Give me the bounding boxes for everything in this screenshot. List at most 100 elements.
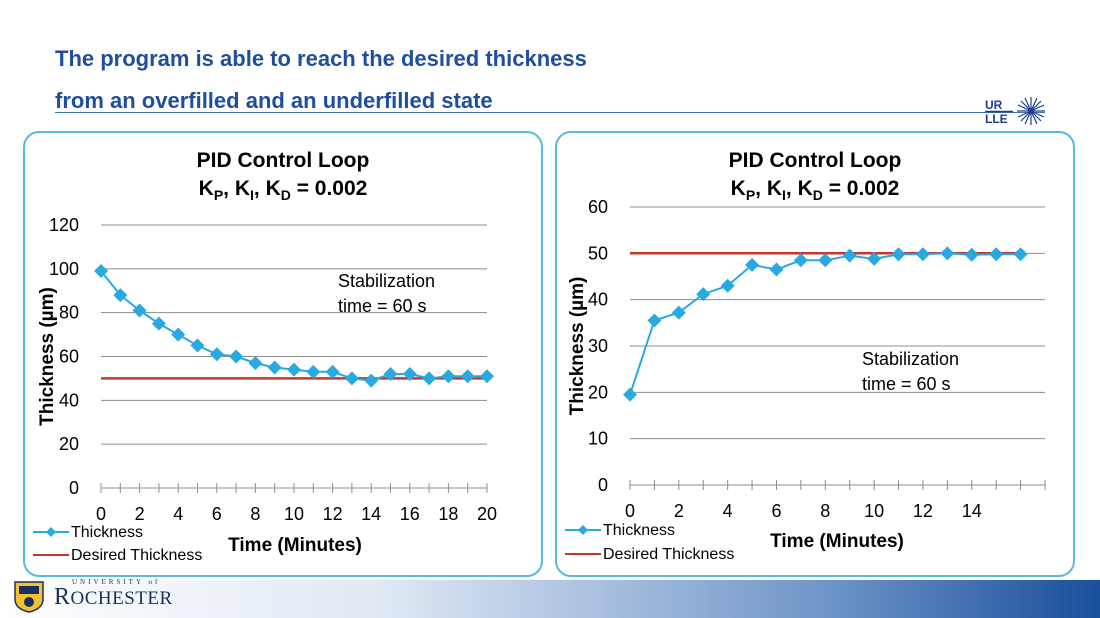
urlle-logo: UR LLE <box>985 97 1045 126</box>
thickness-point <box>989 247 1004 262</box>
thickness-point <box>94 264 108 279</box>
y-tick-label: 40 <box>588 290 608 310</box>
slide-title-line-2: from an overfilled and an underfilled st… <box>55 88 493 113</box>
x-axis-label: Time (Minutes) <box>770 531 904 552</box>
x-tick-label: 4 <box>723 501 733 521</box>
x-tick-label: 10 <box>864 501 884 521</box>
footer-university-label: UNIVERSITY of <box>72 578 161 586</box>
y-tick-label: 20 <box>59 434 79 454</box>
thickness-point <box>209 347 224 362</box>
x-axis-label: Time (Minutes) <box>228 535 362 556</box>
footer-band <box>0 580 1100 618</box>
chart-panel-overfilled: PID Control Loop KP, KI, KD = 0.002 0 20 40 6… <box>23 131 543 577</box>
x-tick-label: 20 <box>477 504 497 524</box>
thickness-point <box>306 364 321 379</box>
university-seal-icon <box>14 581 44 613</box>
y-tick-label: 0 <box>598 475 608 495</box>
thickness-point <box>696 287 711 302</box>
thickness-point <box>1013 247 1028 262</box>
thickness-point <box>441 369 456 384</box>
slide-title-line-1: The program is able to reach the desired… <box>55 46 587 71</box>
y-tick-label: 60 <box>588 197 608 217</box>
x-tick-label: 14 <box>361 504 381 524</box>
thickness-point <box>171 327 186 342</box>
thickness-point <box>647 313 662 328</box>
thickness-point <box>325 364 340 379</box>
x-tick-label: 10 <box>284 504 304 524</box>
thickness-point <box>818 253 833 268</box>
chart-panel-underfilled: PID Control Loop KP, KI, KD = 0.002 0 10 20 3… <box>555 131 1075 577</box>
x-tick-label: 6 <box>212 504 222 524</box>
thickness-point <box>151 316 166 331</box>
thickness-point <box>480 369 494 384</box>
thickness-point <box>940 246 955 261</box>
legend-marker <box>578 525 588 535</box>
stabilization-annotation: Stabilization <box>862 349 959 369</box>
y-tick-label: 120 <box>49 215 79 235</box>
x-tick-label: 8 <box>820 501 830 521</box>
x-tick-label: 0 <box>96 504 106 524</box>
legend-label: Thickness <box>71 524 143 541</box>
thickness-point <box>964 247 979 262</box>
legend-marker <box>46 527 56 537</box>
slide-title: The program is able to reach the desired… <box>55 38 587 122</box>
x-tick-label: 4 <box>173 504 183 524</box>
x-tick-label: 12 <box>323 504 343 524</box>
thickness-point <box>460 369 475 384</box>
thickness-line <box>629 252 1021 395</box>
thickness-point <box>344 371 359 386</box>
chart-title: PID Control Loop <box>729 149 902 172</box>
legend-label: Desired Thickness <box>603 546 734 563</box>
thickness-point <box>132 303 147 318</box>
stabilization-annotation: time = 60 s <box>338 296 427 316</box>
x-tick-label: 0 <box>625 501 635 521</box>
y-tick-label: 100 <box>49 259 79 279</box>
y-tick-label: 20 <box>588 382 608 402</box>
x-tick-label: 12 <box>913 501 933 521</box>
thickness-point <box>793 253 808 268</box>
thickness-point <box>267 360 282 375</box>
thickness-point <box>720 278 735 293</box>
thickness-point <box>113 288 128 303</box>
thickness-point <box>402 367 417 382</box>
x-tick-label: 2 <box>135 504 145 524</box>
thickness-point <box>891 247 906 262</box>
y-tick-label: 0 <box>69 478 79 498</box>
x-tick-label: 18 <box>438 504 458 524</box>
x-tick-label: 6 <box>771 501 781 521</box>
thickness-point <box>287 362 301 377</box>
footer-wordmark: ROCHESTER <box>54 584 173 610</box>
thickness-point <box>364 373 379 388</box>
chart-subtitle: KP, KI, KD = 0.002 <box>199 177 368 203</box>
thickness-point <box>769 262 784 277</box>
stabilization-annotation: time = 60 s <box>862 374 951 394</box>
y-tick-label: 80 <box>59 303 79 323</box>
y-tick-label: 60 <box>59 347 79 367</box>
thickness-point <box>248 356 263 371</box>
thickness-point <box>671 305 686 320</box>
y-tick-label: 30 <box>588 336 608 356</box>
y-axis-label: Thickness (µm) <box>37 287 58 426</box>
y-tick-label: 10 <box>588 429 608 449</box>
logo-text-ur: UR <box>985 98 1003 112</box>
thickness-point <box>190 338 205 353</box>
thickness-point <box>422 371 437 386</box>
thickness-point <box>745 257 760 272</box>
title-divider <box>55 112 1045 113</box>
thickness-point <box>842 248 857 263</box>
chart-title: PID Control Loop <box>197 149 370 172</box>
thickness-point <box>915 247 930 262</box>
thickness-point <box>383 367 398 382</box>
stabilization-annotation: Stabilization <box>338 271 435 291</box>
thickness-point <box>229 349 244 364</box>
chart-subtitle: KP, KI, KD = 0.002 <box>731 177 900 203</box>
logo-text-lle: LLE <box>985 112 1008 126</box>
y-axis-label: Thickness (µm) <box>567 277 588 416</box>
y-tick-label: 40 <box>59 390 79 410</box>
x-tick-label: 2 <box>674 501 684 521</box>
x-tick-label: 16 <box>400 504 420 524</box>
y-tick-label: 50 <box>588 243 608 263</box>
legend-label: Desired Thickness <box>71 547 202 564</box>
